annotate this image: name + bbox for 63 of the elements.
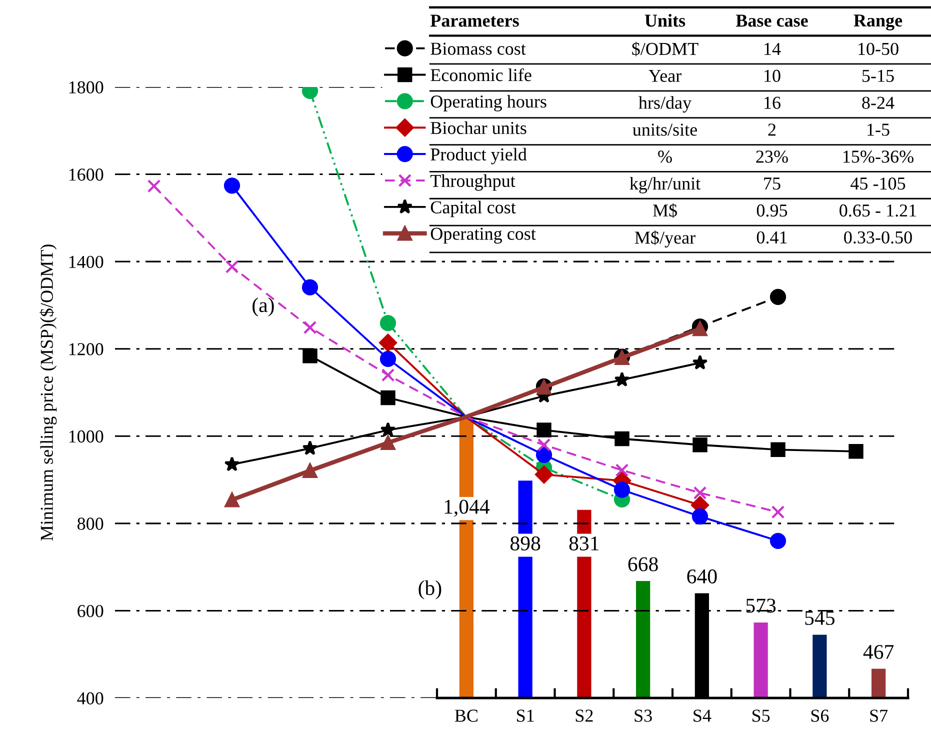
annotation: 16 [764,96,780,109]
data-label: 640 [687,569,717,584]
data-label: 573 [746,598,776,613]
x-tick-label: S2 [576,710,593,722]
legend-label: Economic life [430,68,532,82]
data-label: 467 [863,644,894,659]
legend-label: Product yield [430,148,527,164]
data-label: 898 [510,536,540,550]
y-tick-label: 800 [77,518,104,530]
y-tick-label: 1600 [69,168,104,181]
annotation: 1-5 [868,124,890,136]
annotation: units/site [632,124,697,136]
annotation: M$/year [634,230,696,248]
y-tick-label: 1800 [69,81,104,94]
text: 5-15 [862,70,894,82]
text: Base case [736,14,808,27]
text: Parameters [430,14,519,27]
x-tick-label: S7 [870,710,888,722]
data-label: 831 [569,536,599,550]
annotation: (a) [252,298,274,316]
y-tick-label: 1000 [69,430,104,443]
y-tick-label: 1400 [69,256,104,268]
legend-label: Capital cost [430,200,516,218]
text: Year [648,70,682,82]
annotation: 0.95 [756,204,788,217]
x-tick-label: S5 [752,710,770,722]
legend-label: Operating cost [430,228,536,244]
text: Range [854,14,902,30]
annotation: 0.41 [756,231,787,244]
data-label: 545 [805,611,834,625]
annotation: 23% [756,150,788,163]
data-label: 668 [628,557,658,572]
legend-label: Operating hours [430,94,546,112]
x-tick-label: S1 [516,710,534,722]
annotation: 2 [768,124,776,136]
text: 10 [764,70,780,82]
x-tick-label: S4 [694,710,712,722]
legend-label: Biochar units [430,121,526,134]
y-tick-label: 400 [77,692,104,704]
y-tick-label: 1200 [69,343,104,356]
legend-label: Throughput [430,174,516,191]
y-tick-label: 600 [78,604,104,618]
annotation: % [658,150,672,163]
annotation: 0.33-0.50 [844,231,912,244]
text: 10-50 [858,42,898,56]
x-tick-label: BC [454,710,478,722]
annotation: M$ [652,203,677,218]
x-tick-label: S3 [634,710,652,722]
text: 14 [764,42,781,55]
annotation: 0.65 - 1.21 [840,204,916,217]
annotation: 15%-36% [843,150,914,163]
annotation: (b) [418,580,442,600]
annotation: 75 [764,178,780,190]
x-tick-label: S6 [811,710,829,722]
annotation: 8-24 [862,96,894,109]
legend-label: Biomass cost [430,42,526,55]
annotation: kg/hr/unit [630,176,701,194]
data-label: 1,044 [444,500,490,517]
y-axis-title: Minimum selling price (MSP)($/ODMT) [40,244,57,541]
annotation: hrs/day [638,96,692,113]
annotation: 45 -105 [850,177,906,190]
text: Units [644,14,686,27]
text: $/ODMT [632,42,698,56]
